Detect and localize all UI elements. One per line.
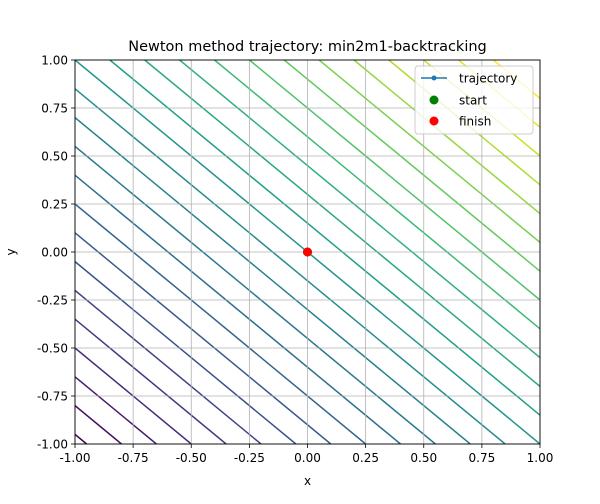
x-tick-label-5: 0.25	[352, 451, 379, 465]
legend-start-marker	[430, 96, 439, 105]
legend-finish-marker	[430, 117, 439, 126]
y-tick-label-6: 0.50	[41, 149, 68, 163]
x-tick-label-8: 1.00	[527, 451, 554, 465]
y-tick-label-0: -1.00	[37, 437, 68, 451]
y-tick-label-3: -0.25	[37, 293, 68, 307]
legend-start-label: start	[459, 94, 487, 108]
data-series	[303, 248, 312, 257]
x-tick-label-6: 0.50	[410, 451, 437, 465]
legend: trajectory start finish	[415, 66, 533, 134]
finish-marker-0	[303, 248, 312, 257]
y-tick-label-1: -0.75	[37, 389, 68, 403]
x-tick-label-1: -0.75	[118, 451, 149, 465]
x-tick-label-7: 0.75	[469, 451, 496, 465]
x-tick-label-4: 0.00	[294, 451, 321, 465]
y-tick-label-5: 0.25	[41, 197, 68, 211]
x-tick-label-2: -0.50	[176, 451, 207, 465]
y-tick-label-2: -0.50	[37, 341, 68, 355]
y-tick-label-8: 1.00	[41, 53, 68, 67]
y-axis-label: y	[4, 248, 18, 255]
legend-finish-label: finish	[459, 115, 491, 129]
legend-trajectory-marker	[432, 76, 437, 81]
chart-title: Newton method trajectory: min2m1-backtra…	[128, 39, 487, 55]
x-tick-label-0: -1.00	[59, 451, 90, 465]
y-tick-label-7: 0.75	[41, 101, 68, 115]
x-axis-label: x	[304, 474, 311, 488]
x-tick-label-3: -0.25	[234, 451, 265, 465]
y-tick-label-4: 0.00	[41, 245, 68, 259]
legend-trajectory-label: trajectory	[459, 72, 517, 86]
